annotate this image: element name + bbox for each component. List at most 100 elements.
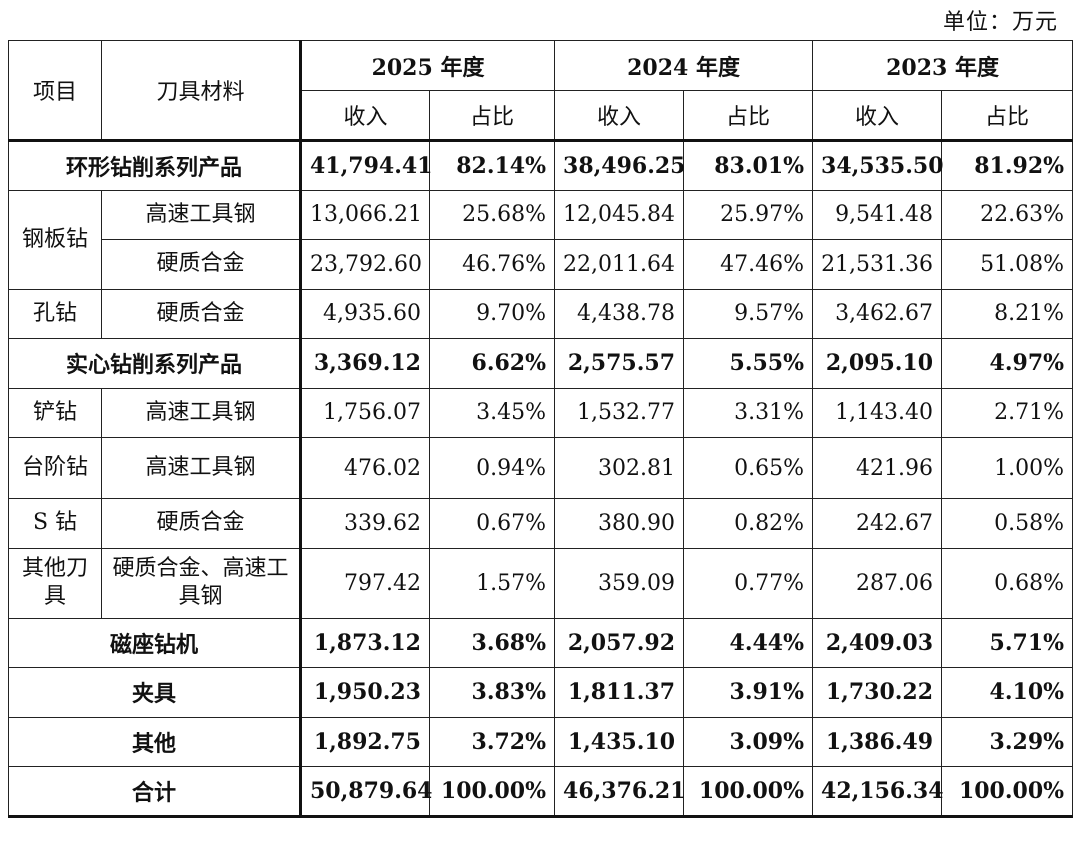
header-material: 刀具材料: [101, 40, 301, 141]
ratio-cell: 100.00%: [941, 766, 1074, 818]
ratio-cell: 25.68%: [428, 189, 556, 240]
ratio-cell: 3.68%: [428, 617, 556, 668]
revenue-cell: 42,156.34: [812, 766, 944, 818]
ratio-cell: 5.55%: [683, 338, 814, 389]
header-year-2024: 2024 年度: [554, 40, 814, 91]
revenue-cell: 50,879.64: [299, 766, 432, 818]
revenue-cell: 12,045.84: [554, 189, 685, 240]
revenue-cell: 242.67: [812, 498, 943, 549]
ratio-cell: 82.14%: [428, 139, 556, 191]
ratio-cell: 0.65%: [683, 437, 814, 499]
revenue-cell: 359.09: [554, 547, 685, 619]
revenue-cell: 339.62: [299, 498, 430, 549]
revenue-cell: 4,935.60: [299, 288, 430, 339]
revenue-cell: 3,369.12: [299, 338, 430, 389]
revenue-cell: 1,730.22: [812, 667, 943, 718]
ratio-cell: 22.63%: [941, 189, 1074, 240]
ratio-cell: 6.62%: [428, 338, 556, 389]
row-group-label: 合计: [8, 766, 301, 818]
table-row: 夹具 1,950.23 3.83% 1,811.37 3.91% 1,730.22 4.10…: [8, 667, 1074, 718]
table-row: 实心钻削系列产品 3,369.12 6.62% 2,575.57 5.55% 2,095.…: [8, 338, 1074, 389]
revenue-table: 项目 刀具材料 2025 年度 2024 年度 2023 年度 收入 占比 收入…: [8, 40, 1074, 818]
row-group-label: 夹具: [8, 667, 301, 718]
table-row: 硬质合金 23,792.60 46.76% 22,011.64 47.46% 21,531…: [9, 239, 1074, 290]
table-row: 钢板钻 高速工具钢 13,066.21 25.68% 12,045.84 25.97% 9,…: [8, 189, 1074, 290]
table-row: 其他刀具 硬质合金、高速工具钢 797.42 1.57% 359.09 0.77% 287.…: [8, 547, 1074, 619]
ratio-cell: 25.97%: [683, 189, 814, 240]
ratio-cell: 3.29%: [941, 716, 1074, 767]
revenue-cell: 1,811.37: [554, 667, 685, 718]
revenue-cell: 1,532.77: [554, 387, 685, 438]
ratio-cell: 0.67%: [428, 498, 556, 549]
ratio-cell: 0.94%: [428, 437, 556, 499]
ratio-cell: 9.57%: [683, 288, 814, 339]
table-row: 合计 50,879.64 100.00% 46,376.21 100.00% 42,156…: [8, 766, 1074, 818]
row-material-label: 高速工具钢: [101, 387, 301, 438]
ratio-cell: 1.00%: [941, 437, 1074, 499]
ratio-cell: 100.00%: [428, 766, 556, 818]
unit-label: 单位：万元: [942, 10, 1058, 35]
revenue-cell: 1,873.12: [299, 617, 430, 668]
revenue-cell: 2,409.03: [812, 617, 943, 668]
table-row: 磁座钻机 1,873.12 3.68% 2,057.92 4.44% 2,409.03 5.…: [8, 617, 1074, 668]
revenue-cell: 1,143.40: [812, 387, 943, 438]
table-row: 台阶钻 高速工具钢 476.02 0.94% 302.81 0.65% 421.96 1.00…: [8, 437, 1074, 499]
revenue-cell: 1,892.75: [299, 716, 430, 767]
ratio-cell: 3.83%: [428, 667, 556, 718]
ratio-cell: 100.00%: [683, 766, 814, 818]
revenue-cell: 13,066.21: [299, 189, 430, 240]
ratio-cell: 4.97%: [941, 338, 1074, 389]
revenue-cell: 476.02: [299, 437, 430, 499]
revenue-cell: 1,435.10: [554, 716, 685, 767]
table-row: 孔钻 硬质合金 4,935.60 9.70% 4,438.78 9.57% 3,462.67…: [8, 288, 1074, 339]
ratio-cell: 51.08%: [941, 239, 1074, 290]
row-item-label: 钢板钻: [8, 189, 102, 290]
ratio-cell: 2.71%: [941, 387, 1074, 438]
ratio-cell: 0.58%: [941, 498, 1074, 549]
row-group-label: 环形钻削系列产品: [8, 139, 301, 191]
row-item-label: 铲钻: [8, 387, 102, 438]
table-row: 环形钻削系列产品 41,794.41 82.14% 38,496.25 83.01% 34…: [8, 139, 1074, 191]
ratio-cell: 3.72%: [428, 716, 556, 767]
revenue-cell: 287.06: [812, 547, 943, 619]
row-group-label: 其他: [8, 716, 301, 767]
ratio-cell: 4.10%: [941, 667, 1074, 718]
ratio-cell: 0.68%: [941, 547, 1074, 619]
row-material-label: 高速工具钢: [101, 189, 301, 240]
ratio-cell: 9.70%: [428, 288, 556, 339]
revenue-cell: 22,011.64: [554, 239, 685, 290]
ratio-cell: 0.77%: [683, 547, 814, 619]
ratio-cell: 83.01%: [683, 139, 814, 191]
revenue-cell: 38,496.25: [554, 139, 686, 191]
revenue-cell: 2,057.92: [554, 617, 685, 668]
row-item-label: 台阶钻: [8, 437, 102, 499]
ratio-cell: 3.45%: [428, 387, 556, 438]
table-row: S 钻硬质合金 339.62 0.67% 380.90 0.82% 242.67 0.58%: [8, 498, 1074, 549]
header-ratio: 占比: [683, 90, 814, 141]
row-group-label: 磁座钻机: [8, 617, 301, 668]
row-material-label: 硬质合金、高速工具钢: [101, 547, 301, 619]
header-year-2023: 2023 年度: [812, 40, 1074, 91]
ratio-cell: 47.46%: [683, 239, 814, 290]
header-revenue: 收入: [812, 90, 943, 141]
revenue-cell: 797.42: [299, 547, 430, 619]
row-item-label: 其他刀具: [8, 547, 102, 619]
revenue-cell: 4,438.78: [554, 288, 685, 339]
header-year-2025: 2025 年度: [298, 40, 556, 91]
header-ratio: 占比: [941, 90, 1074, 141]
ratio-cell: 1.57%: [428, 547, 556, 619]
ratio-cell: 46.76%: [428, 239, 556, 290]
revenue-cell: 21,531.36: [812, 239, 943, 290]
revenue-cell: 2,575.57: [554, 338, 685, 389]
revenue-cell: 23,792.60: [299, 239, 430, 290]
ratio-cell: 3.09%: [683, 716, 814, 767]
header-ratio: 占比: [428, 90, 556, 141]
ratio-cell: 4.44%: [683, 617, 814, 668]
ratio-cell: 5.71%: [941, 617, 1074, 668]
revenue-cell: 46,376.21: [554, 766, 686, 818]
row-item-label: S 钻: [8, 498, 102, 549]
header-item: 项目: [8, 40, 102, 141]
revenue-cell: 34,535.50: [812, 139, 944, 191]
ratio-cell: 0.82%: [683, 498, 814, 549]
row-material-label: 高速工具钢: [101, 437, 301, 499]
